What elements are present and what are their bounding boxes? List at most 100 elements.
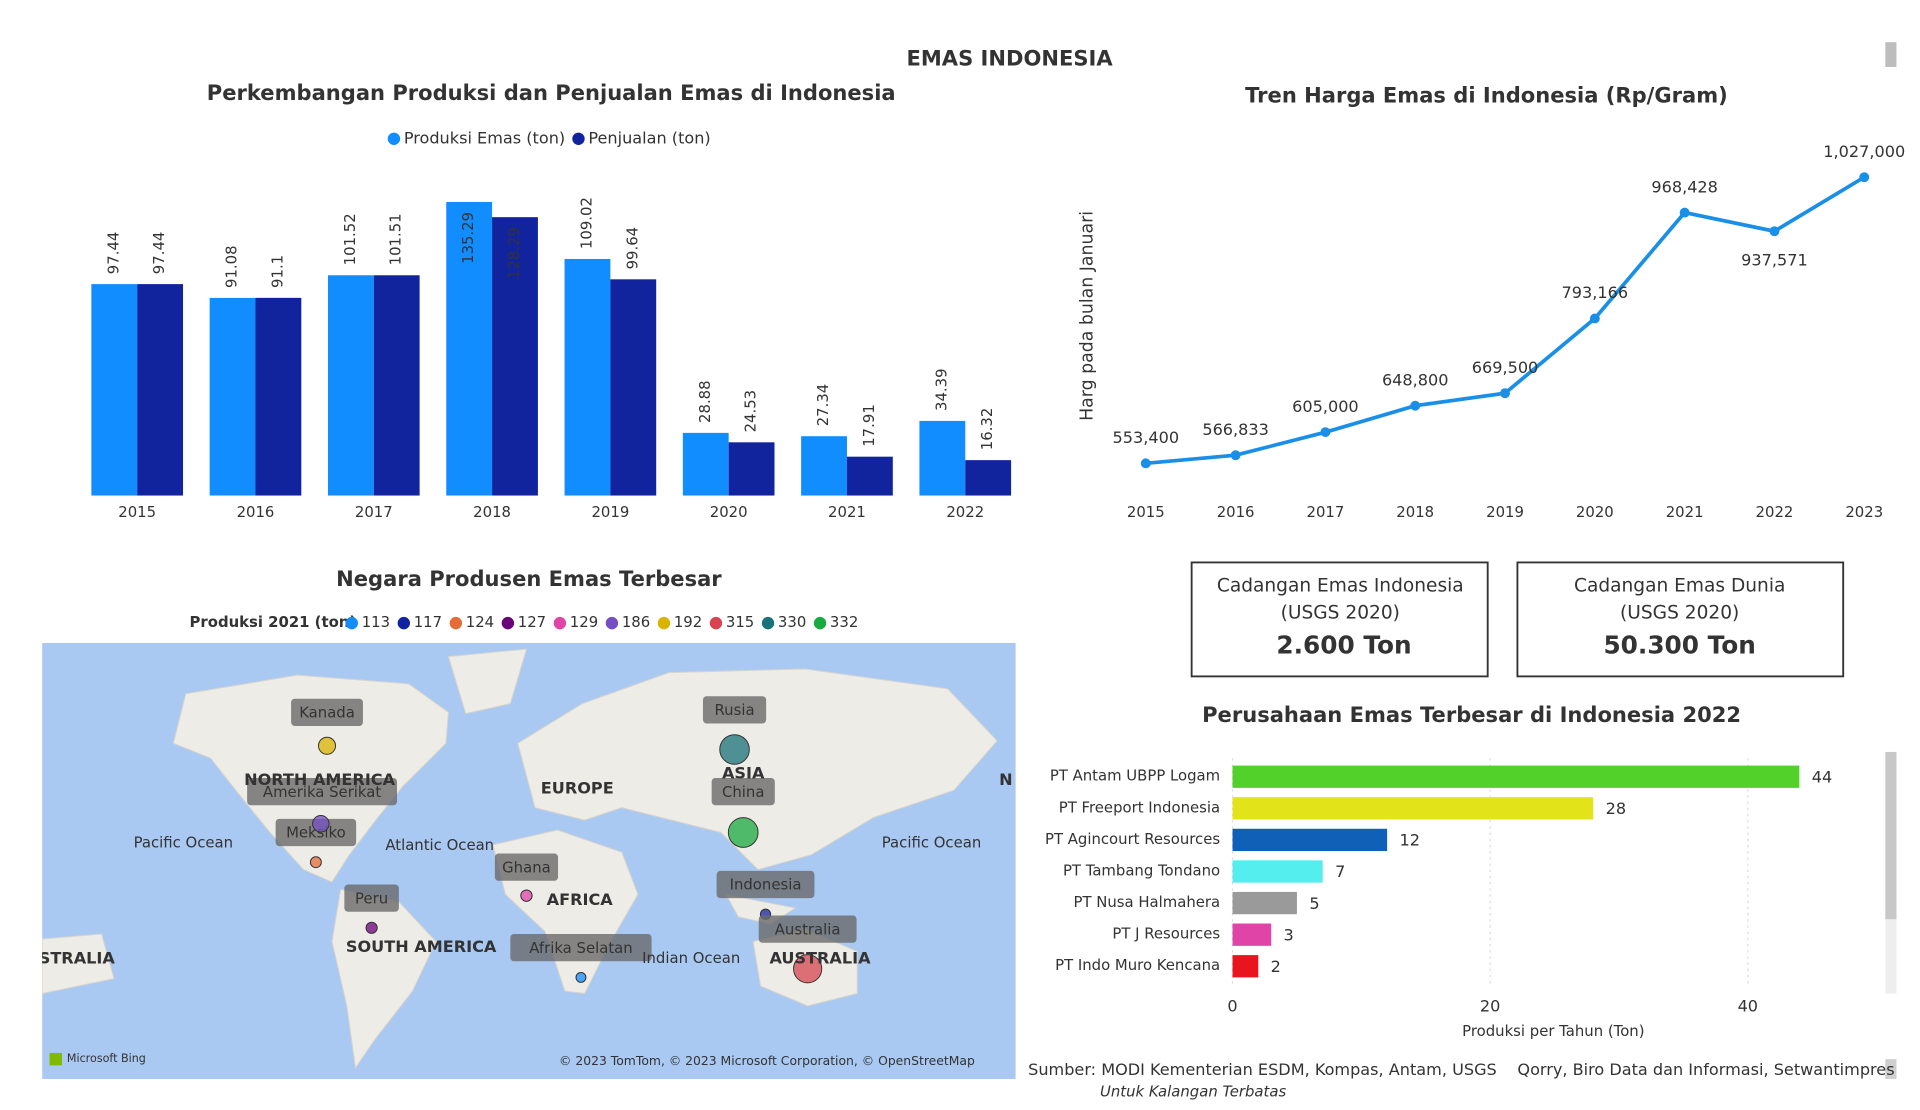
point [1769,226,1780,237]
legend-label: 330 [778,613,806,631]
legend-swatch [501,616,515,630]
value-label: 566,833 [1202,420,1269,439]
country-label: Peru [355,889,388,907]
point [1230,450,1241,461]
x-tick-label: 2018 [473,503,511,521]
legend-label: 129 [570,613,598,631]
region-label: NORTH AMERICA [244,770,396,789]
value-label: 109.02 [577,197,595,249]
value-label: 648,800 [1382,370,1449,389]
legend-label: 315 [726,613,754,631]
country-tag [344,884,399,912]
x-tick-label: 2019 [1486,503,1524,521]
bar [492,217,538,496]
x-tick-label: 2023 [1845,503,1883,521]
bar [255,297,302,496]
y-tick-label: PT Freeport Indonesia [1059,798,1220,816]
value-label: 101.51 [387,213,405,265]
x-tick-label: 2021 [1666,503,1704,521]
country-tag [711,777,775,806]
note: Untuk Kalangan Terbatas [1100,1083,1286,1101]
value-label: 97.44 [150,232,168,275]
card-value: 50.300 Ton [1603,631,1755,660]
card [1190,561,1489,678]
bar [1232,797,1594,820]
y-tick-label: PT Indo Muro Kencana [1055,956,1220,974]
legend-swatch [345,616,358,630]
region-label: Atlantic Ocean [385,836,494,854]
x-tick-label: 2020 [1576,503,1614,521]
value-label: 24.53 [742,390,760,433]
legend-label: 332 [830,613,858,631]
x-tick-label: 2022 [946,503,984,521]
legend-swatch [813,616,827,630]
x-tick-label: 2022 [1756,503,1794,521]
x-tick-label: 2016 [1217,503,1255,521]
bar [1232,765,1800,788]
region-label: AFRICA [547,890,614,909]
x-tick-label: 40 [1738,997,1758,1016]
legend-label: 192 [674,613,702,631]
country-label: Amerika Serikat [263,783,381,801]
bar [919,420,966,496]
country-label: Rusia [715,701,755,719]
x-tick-label: 2021 [828,503,866,521]
region-label: Indian Ocean [642,949,740,967]
country-tag [247,777,398,806]
country-label: Afrika Selatan [529,939,632,957]
point [1589,313,1600,324]
value-label: 7 [1335,862,1345,881]
scrollbar[interactable] [1885,42,1897,67]
value-label: 135.29 [459,212,477,264]
bubble [309,856,322,869]
card [1516,561,1845,678]
bar [965,460,1012,496]
value-label: 605,000 [1292,397,1359,416]
legend-swatch [387,132,401,145]
scrollbar[interactable] [1885,751,1897,920]
bar [1232,828,1388,852]
bubble [365,921,378,934]
point [1410,400,1421,411]
region-label: SOUTH AMERICA [346,937,497,956]
value-label: 12 [1399,831,1419,850]
value-label: 17.91 [860,404,878,447]
value-label: 793,166 [1562,283,1629,302]
value-label: 553,400 [1113,428,1180,447]
bubble [719,734,750,765]
region-label: Pacific Ocean [134,834,233,852]
country-tag [758,915,857,943]
bar [327,275,374,496]
chart-title: Perkembangan Produksi dan Penjualan Emas… [207,80,896,105]
map-title: Negara Produsen Emas Terbesar [336,566,722,591]
bar [1232,860,1323,883]
legend-swatch [553,616,567,630]
y-axis-label: Harg pada bulan Januari [1078,211,1098,421]
card-value: 2.600 Ton [1276,631,1411,660]
country-label: China [722,783,764,801]
legend-swatch [657,616,671,630]
bar [446,201,493,496]
country-tag [716,870,815,899]
scrollbar[interactable] [1885,1059,1897,1079]
x-tick-label: 2017 [355,503,393,521]
x-tick-label: 0 [1227,997,1237,1016]
value-label: 5 [1309,894,1319,913]
legend-swatch [572,132,585,145]
point [1679,207,1690,218]
bar [682,432,729,496]
point [1320,427,1331,438]
value-label: 669,500 [1472,358,1539,377]
chart-title: Tren Harga Emas di Indonesia (Rp/Gram) [1245,83,1728,108]
bar [564,258,611,496]
map-overlay: Afrika Selatan Indonesia Meksiko Peru Ghana A… [42,696,1013,1068]
value-label: 101.52 [341,213,359,265]
y-tick-label: PT Tambang Tondano [1063,861,1220,879]
legend-swatch [605,616,619,630]
bubble [520,889,533,902]
x-tick-label: 2015 [1127,503,1165,521]
point [1140,458,1151,469]
value-label: 91.1 [268,255,286,288]
y-tick-label: PT Agincourt Resources [1045,830,1220,848]
